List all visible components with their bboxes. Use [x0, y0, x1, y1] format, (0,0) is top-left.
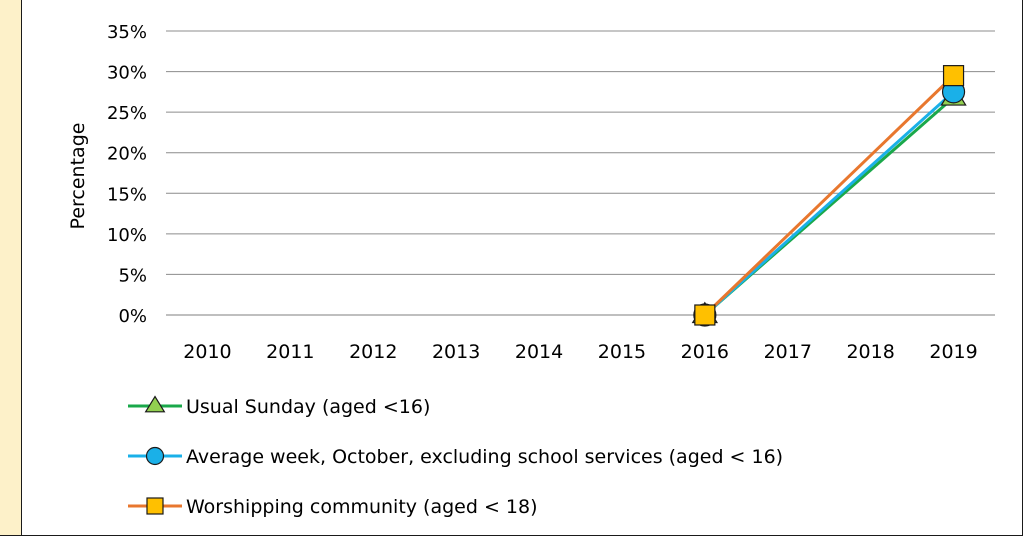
x-tick-label: 2017 — [764, 341, 812, 363]
right-border — [1021, 0, 1023, 536]
legend-marker-0 — [144, 395, 166, 413]
series-line-1 — [703, 90, 955, 317]
x-tick-label: 2019 — [929, 341, 977, 363]
x-axis-tick-labels: 2010 2011 2012 2013 2014 2015 2016 2017 2018 2019 — [183, 341, 977, 363]
series-line-2 — [703, 74, 955, 317]
legend-label-0: Usual Sunday (aged <16) — [186, 396, 430, 418]
series-markers — [691, 65, 967, 327]
y-tick-label: 15% — [107, 184, 147, 205]
series-lines — [703, 74, 955, 317]
y-axis-label: Percentage — [67, 123, 89, 230]
x-tick-label: 2014 — [515, 341, 563, 363]
side-strip — [0, 0, 22, 536]
x-tick-label: 2010 — [183, 341, 231, 363]
legend-entry-2: Worshipping community (aged < 18) — [128, 496, 538, 518]
x-tick-label: 2018 — [846, 341, 894, 363]
y-tick-label: 5% — [118, 265, 147, 286]
y-tick-label: 10% — [107, 225, 147, 246]
legend-marker-1 — [145, 446, 165, 466]
data-point-2-1 — [942, 65, 965, 87]
x-tick-label: 2011 — [266, 341, 314, 363]
x-tick-label: 2012 — [349, 341, 397, 363]
gridlines — [166, 30, 995, 316]
legend-label-2: Worshipping community (aged < 18) — [186, 496, 538, 518]
bottom-border — [0, 534, 1023, 536]
y-tick-label: 25% — [107, 103, 147, 124]
y-tick-label: 20% — [107, 144, 147, 165]
x-tick-label: 2016 — [681, 341, 729, 363]
legend-label-1: Average week, October, excluding school … — [186, 446, 783, 468]
data-point-2-0 — [694, 304, 716, 326]
y-tick-label: 30% — [107, 63, 147, 84]
y-tick-label: 35% — [107, 22, 147, 43]
x-tick-label: 2015 — [598, 341, 646, 363]
y-tick-label: 0% — [118, 306, 147, 327]
legend-entry-0: Usual Sunday (aged <16) — [128, 395, 430, 418]
legend-marker-2 — [146, 497, 164, 515]
y-axis-tick-labels: 0% 5% 10% 15% 20% 25% 30% 35% — [107, 22, 147, 327]
legend: Usual Sunday (aged <16) Average week, Oct… — [128, 395, 783, 518]
x-tick-label: 2013 — [432, 341, 480, 363]
legend-entry-1: Average week, October, excluding school … — [128, 446, 783, 468]
